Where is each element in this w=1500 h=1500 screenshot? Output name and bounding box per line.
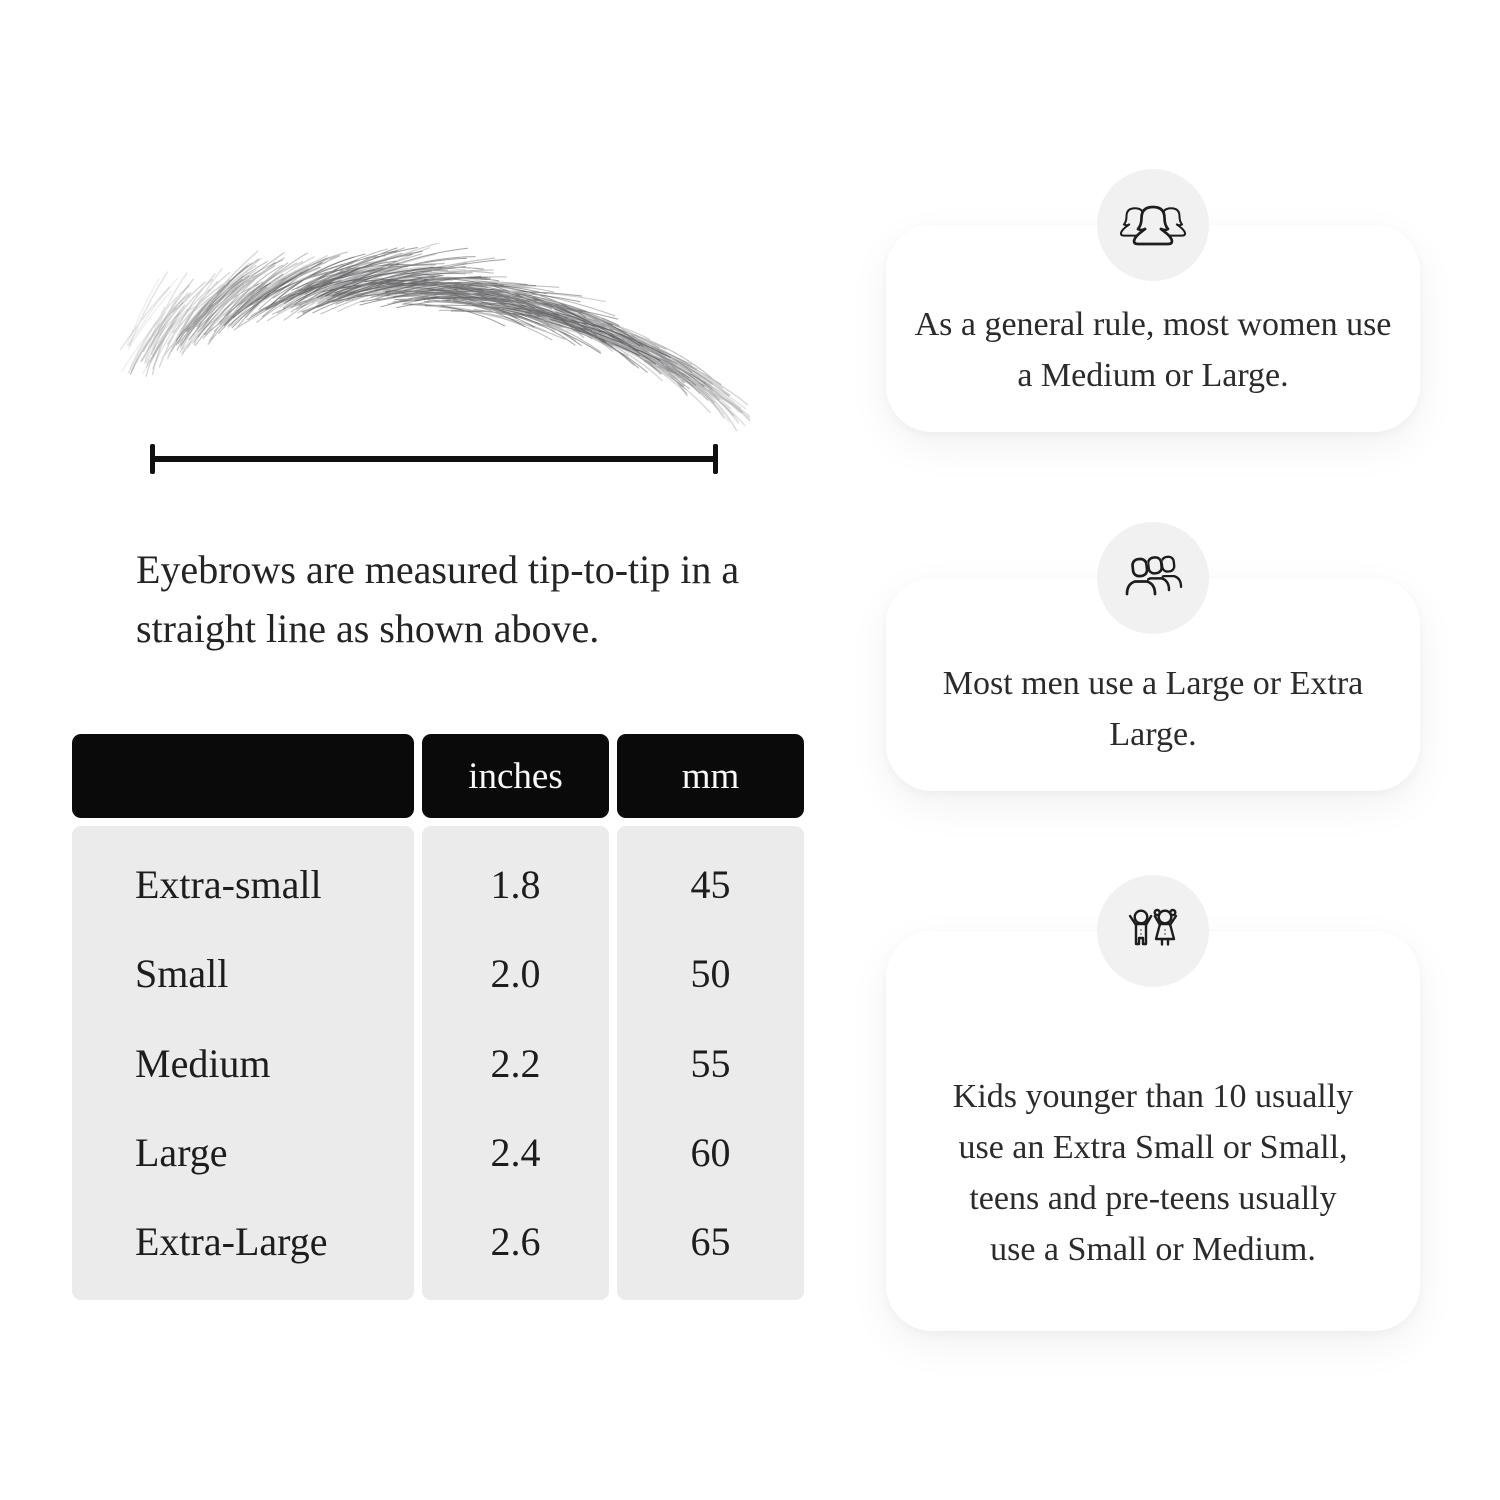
- size-column: Extra-small Small Medium Large Extra-Lar…: [72, 826, 414, 1300]
- inches-cell: 2.4: [490, 1129, 541, 1175]
- info-card-men: Most men use a Large or Extra Large.: [886, 522, 1420, 791]
- mm-column: 45 50 55 60 65: [617, 826, 804, 1300]
- card-text-women: As a general rule, most women use a Medi…: [914, 306, 1392, 394]
- table-header-row: inches mm: [72, 734, 804, 818]
- header-cell-size: [72, 734, 414, 818]
- size-cell: Medium: [135, 1040, 271, 1086]
- icon-circle: [1097, 522, 1209, 634]
- card-text-men: Most men use a Large or Extra Large.: [942, 665, 1364, 753]
- measurement-bar: [150, 456, 718, 462]
- inches-column: 1.8 2.0 2.2 2.4 2.6: [422, 826, 609, 1300]
- size-cell: Extra-Large: [135, 1218, 328, 1264]
- mm-cell: 65: [690, 1218, 731, 1264]
- measurement-line: [150, 444, 718, 474]
- mm-cell: 50: [690, 951, 731, 997]
- size-table: inches mm Extra-small Small Medium Large…: [72, 734, 804, 1300]
- header-cell-inches: inches: [422, 734, 609, 818]
- info-card-kids: Kids younger than 10 usually use an Extr…: [886, 875, 1420, 1331]
- icon-circle: [1097, 875, 1209, 987]
- inches-cell: 2.0: [490, 951, 541, 997]
- mm-cell: 60: [690, 1129, 731, 1175]
- size-cell: Large: [135, 1129, 228, 1175]
- women-group-icon: [1119, 205, 1187, 246]
- inches-cell: 2.6: [490, 1218, 541, 1264]
- eyebrow-illustration: [118, 243, 750, 431]
- card-text-kids: Kids younger than 10 usually use an Extr…: [952, 1078, 1354, 1268]
- header-cell-mm: mm: [617, 734, 804, 818]
- inches-cell: 2.2: [490, 1040, 541, 1086]
- kids-icon: [1128, 908, 1178, 946]
- info-card-women: As a general rule, most women use a Medi…: [886, 169, 1420, 432]
- measurement-caption: Eyebrows are measured tip-to-tip in a st…: [136, 547, 740, 652]
- size-cell: Extra-small: [135, 862, 322, 908]
- mm-cell: 55: [690, 1040, 731, 1086]
- mm-cell: 45: [690, 862, 731, 908]
- measurement-tick-right: [713, 444, 718, 474]
- table-body: Extra-small Small Medium Large Extra-Lar…: [72, 826, 804, 1300]
- men-group-icon: [1125, 555, 1183, 596]
- inches-cell: 1.8: [490, 862, 541, 908]
- size-cell: Small: [135, 951, 229, 997]
- icon-circle: [1097, 169, 1209, 281]
